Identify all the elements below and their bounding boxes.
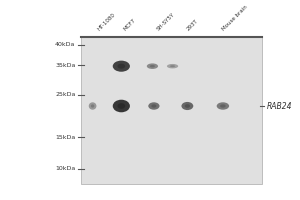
Text: 35kDa: 35kDa [55,63,75,68]
Text: 10kDa: 10kDa [55,166,75,171]
Text: Mouse brain: Mouse brain [221,5,249,32]
Text: MCF7: MCF7 [122,18,136,32]
Text: SH-SY5Y: SH-SY5Y [156,12,176,32]
Ellipse shape [113,61,130,72]
Ellipse shape [217,102,229,110]
Ellipse shape [167,64,178,68]
Ellipse shape [113,100,130,112]
Text: 293T: 293T [186,19,199,32]
Ellipse shape [91,104,94,108]
Text: 15kDa: 15kDa [55,135,75,140]
Text: 40kDa: 40kDa [55,42,75,47]
Text: 25kDa: 25kDa [55,92,75,97]
Ellipse shape [185,104,190,108]
Ellipse shape [148,102,160,110]
Ellipse shape [182,102,193,110]
Ellipse shape [147,63,158,69]
Ellipse shape [118,103,125,109]
Ellipse shape [170,65,175,67]
Ellipse shape [89,102,96,110]
Text: HT-1080: HT-1080 [97,12,117,32]
Ellipse shape [152,104,156,108]
Bar [81,36,262,184]
Ellipse shape [118,64,125,69]
Ellipse shape [220,104,226,108]
Ellipse shape [150,65,155,67]
Text: RAB24: RAB24 [266,102,292,111]
